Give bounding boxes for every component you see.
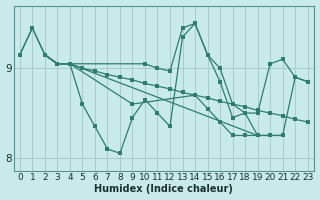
X-axis label: Humidex (Indice chaleur): Humidex (Indice chaleur) xyxy=(94,184,233,194)
